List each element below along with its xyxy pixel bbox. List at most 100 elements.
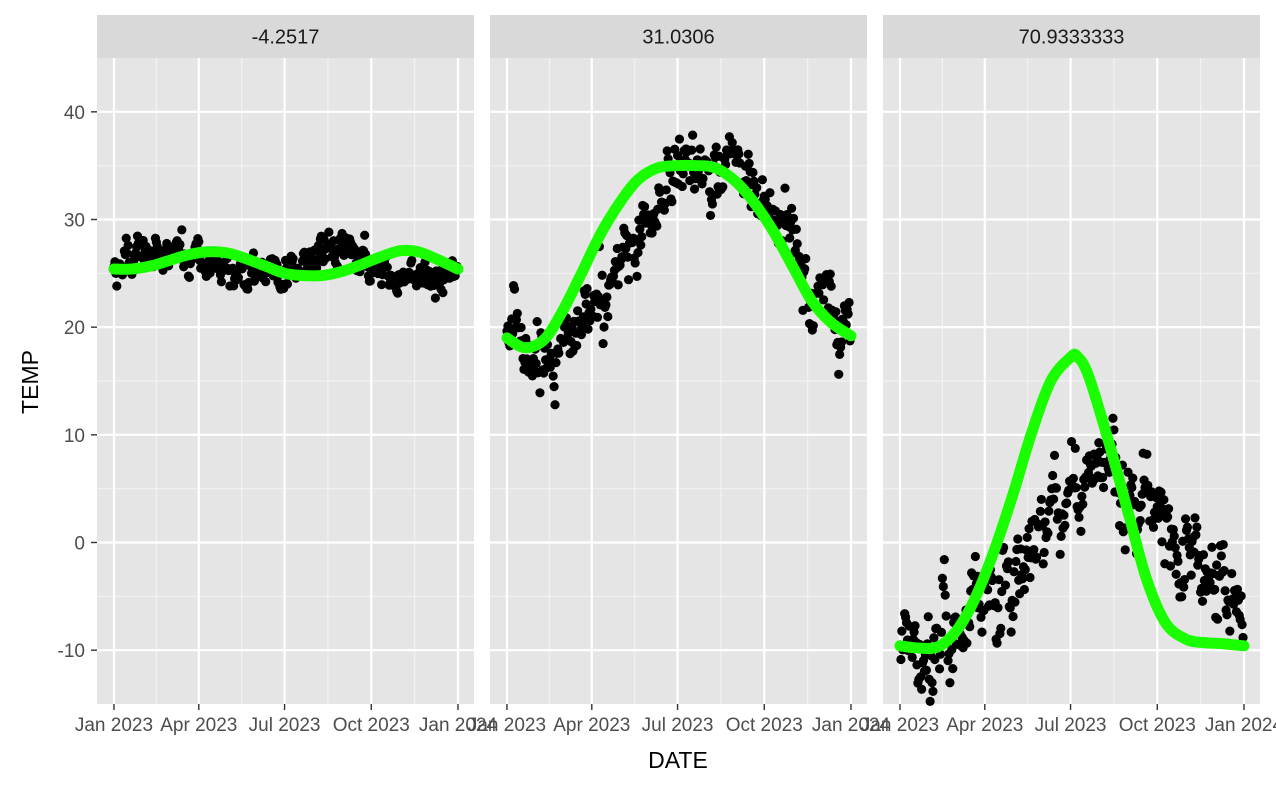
data-point — [1142, 449, 1152, 459]
data-point — [689, 184, 700, 194]
data-point — [573, 306, 583, 316]
data-point — [1036, 494, 1046, 505]
data-point — [582, 283, 592, 294]
data-point — [927, 678, 937, 688]
data-point — [407, 255, 417, 266]
data-point — [175, 239, 185, 250]
data-point — [572, 340, 582, 351]
data-point — [1080, 482, 1090, 492]
fit-line — [894, 348, 1250, 655]
data-point — [744, 158, 754, 169]
data-point — [1198, 550, 1209, 560]
data-point — [934, 664, 945, 674]
data-point — [836, 337, 847, 347]
data-point — [962, 638, 972, 648]
facet-strip-label: 70.9333333 — [1019, 27, 1125, 49]
data-point — [121, 233, 131, 243]
data-point — [662, 146, 672, 156]
data-point — [249, 276, 259, 286]
data-point — [1168, 524, 1178, 535]
x-tick-label: Jul 2023 — [642, 715, 714, 736]
facet-strip-label: -4.2517 — [252, 27, 320, 49]
data-point — [1051, 483, 1062, 493]
x-tick-label: Apr 2023 — [553, 715, 630, 736]
data-point — [787, 203, 797, 213]
data-point — [623, 275, 634, 285]
x-tick-label: Jan 2024 — [419, 715, 498, 736]
data-point — [1074, 512, 1084, 522]
data-point — [994, 575, 1004, 585]
data-point — [1165, 561, 1176, 571]
data-point — [718, 182, 728, 192]
data-point — [940, 590, 950, 600]
data-point — [1236, 591, 1246, 601]
data-point — [1163, 504, 1174, 514]
data-point — [1071, 483, 1081, 493]
data-point — [652, 221, 662, 231]
facet-strip — [490, 15, 867, 58]
data-point — [637, 232, 647, 242]
x-tick-label: Oct 2023 — [333, 715, 410, 736]
data-point — [531, 358, 541, 369]
data-point — [1021, 545, 1031, 555]
data-point — [393, 288, 403, 298]
data-point — [576, 330, 587, 340]
x-tick-label: Jul 2023 — [1035, 715, 1107, 736]
data-point — [123, 240, 133, 250]
x-tick-label: Apr 2023 — [160, 715, 237, 736]
fit-line — [108, 244, 464, 282]
data-point — [1135, 515, 1145, 526]
data-point — [1197, 596, 1208, 606]
data-point — [1218, 539, 1228, 550]
y-tick-label: 30 — [64, 211, 85, 232]
data-point — [1008, 611, 1018, 622]
data-point — [1156, 487, 1166, 497]
data-point — [1238, 632, 1248, 643]
data-point — [917, 684, 927, 694]
data-point — [312, 263, 322, 273]
x-tick-label: Jul 2023 — [249, 715, 321, 736]
data-point — [1180, 574, 1190, 585]
data-point — [970, 551, 980, 562]
data-point — [907, 652, 917, 662]
data-point — [438, 288, 448, 298]
data-point — [382, 262, 392, 272]
data-point — [1237, 620, 1247, 630]
data-point — [430, 293, 440, 303]
data-point — [512, 308, 522, 319]
data-point — [1017, 574, 1028, 584]
data-point — [603, 311, 613, 322]
data-point — [112, 281, 122, 291]
data-point — [667, 197, 677, 207]
data-point — [599, 322, 609, 332]
data-point — [1212, 614, 1223, 624]
data-point — [1038, 559, 1048, 569]
data-point — [936, 627, 947, 637]
data-point — [925, 696, 935, 706]
data-point — [184, 272, 194, 283]
y-tick-label: 40 — [64, 103, 85, 124]
data-point — [1070, 443, 1080, 453]
data-point — [1219, 566, 1229, 576]
data-point — [122, 248, 132, 259]
data-point — [825, 269, 835, 279]
data-point — [800, 264, 810, 274]
data-point — [177, 225, 187, 235]
data-point — [1216, 551, 1226, 561]
data-point — [792, 239, 802, 249]
data-point — [1212, 560, 1222, 570]
x-tick-label: Oct 2023 — [1119, 715, 1196, 736]
data-point — [996, 623, 1006, 633]
facet-strip-label: 31.0306 — [642, 27, 714, 49]
data-point — [929, 633, 939, 643]
data-point — [1098, 482, 1109, 493]
y-tick-label: 20 — [64, 318, 85, 339]
data-point — [1120, 545, 1130, 555]
data-point — [1186, 570, 1196, 580]
y-tick-label: 0 — [74, 534, 85, 555]
data-point — [711, 142, 721, 152]
data-point — [834, 369, 844, 379]
data-point — [677, 181, 687, 192]
data-point — [1043, 528, 1053, 538]
data-point — [1191, 530, 1201, 540]
